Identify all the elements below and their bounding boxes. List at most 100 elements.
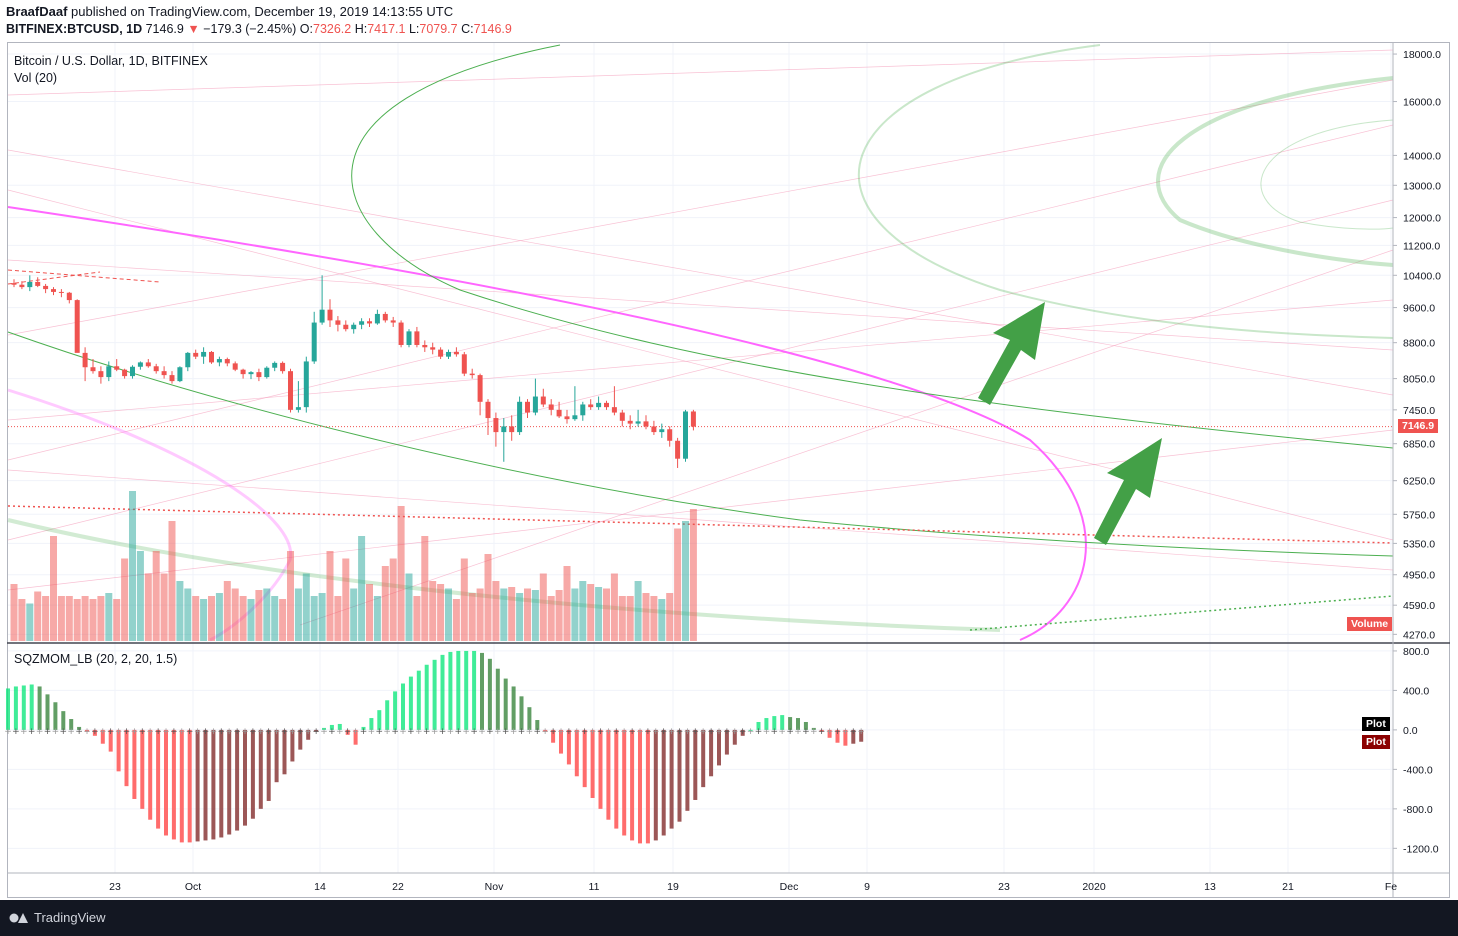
candle-body [35,281,41,286]
candle-body [485,401,491,419]
price-tick-label: 8050.0 [1403,374,1435,386]
fib-ellipse-green-thick [1156,76,1394,267]
sqz-dot: + [60,727,68,737]
sqzmom-bar [796,718,800,730]
candle-body [564,416,570,420]
candle-body [232,363,238,370]
sqz-dot: + [233,727,241,737]
sqz-dot: + [178,727,186,737]
sqz-dot: + [644,727,652,737]
volume-bar [468,593,476,641]
sqzmom-bar [717,729,721,766]
sqzmom-bar [527,707,532,730]
close-value: 7146.9 [473,22,512,36]
volume-bar [18,599,26,641]
chart-title[interactable]: Bitcoin / U.S. Dollar, 1D, BITFINEX [14,54,208,68]
sqzmom-bar [464,650,469,730]
sqz-dot: + [526,727,534,737]
candle-body [651,426,657,433]
vol-legend[interactable]: Vol (20) [14,71,58,85]
candle-body [422,344,428,348]
candle-body [611,407,617,413]
volume-bar [658,599,666,641]
volume-bar [405,573,413,641]
symbol-label[interactable]: BITFINEX:BTCUSD, 1D [6,22,143,36]
price-tick-label: 4270.0 [1403,629,1435,641]
volume-bar [547,596,555,641]
sqz-dot: + [620,727,628,737]
sqz-dot: + [281,727,289,737]
sqz-dot: + [470,727,478,737]
sqzmom-bar [203,729,208,841]
volume-bar [184,588,192,641]
candles [11,275,696,468]
sqzmom-bar [274,729,279,783]
sqzmom-bar [345,729,350,735]
volume-bar [34,591,42,641]
volume-bar [176,581,184,641]
sqz-dot: + [510,727,518,737]
volume-bar [366,584,373,641]
time-tick-label: 23 [998,881,1010,893]
candle-body [540,396,546,405]
sqzmom-bar [290,729,295,762]
sqz-dot: + [439,727,447,737]
candle-body [280,362,286,372]
sqzmom-bar [140,729,145,809]
candle-body [43,285,49,290]
volume-tag: Volume [1347,617,1393,631]
volume-bar [508,587,516,641]
time-tick-label: 13 [1204,881,1216,893]
fib-trend-line [7,299,1394,421]
volume-bar [524,588,531,641]
footer-brand[interactable]: TradingView [34,910,106,925]
candle-body [58,291,64,293]
osc-tick-label: 800.0 [1403,646,1429,658]
sqz-dot: + [36,727,44,737]
sqzmom-bar [614,729,619,829]
volume-bar [460,558,468,641]
publisher-name[interactable]: BraafDaaf [6,4,68,19]
sqzmom-bar [164,729,168,836]
volume-bar [476,588,484,641]
volume-bar [208,596,215,641]
sqzmom-bar [535,720,540,730]
sqz-dot: + [534,727,542,737]
sqz-dot: + [692,727,700,737]
sqz-dot: + [478,727,486,737]
sqzmom-bar [638,729,642,844]
sqzmom-bar [100,729,105,744]
sqz-dot: + [194,727,202,737]
sqz-dot: + [139,727,147,737]
sqzmom-bar [487,658,492,730]
volume-bar [437,584,445,641]
sqzmom-legend[interactable]: SQZMOM_LB (20, 2, 20, 1.5) [14,652,178,666]
candle-body [224,359,230,364]
fib-trend-line [7,189,1394,541]
volume-bar [255,590,263,641]
current-price-tag: 7146.9 [1398,419,1439,433]
chart-canvas[interactable]: + + + + + + + + + + + + + + + + + + + + + + + + + + + + + + + + + + + + + + + +… [0,0,1458,900]
arrow-annotations [978,302,1162,545]
sqzmom-bar [661,729,666,836]
fib-ellipse-green-inner [1260,119,1394,230]
volume-bar [223,581,231,641]
sqz-dot: + [352,727,360,737]
sqzmom-bar [235,729,240,831]
sqz-dot: + [842,727,850,737]
sqz-dot: + [202,727,210,737]
sqzmom-bar [69,719,74,730]
plot-tag-black: Plot [1362,717,1390,731]
sqz-dot: + [747,727,755,737]
sqz-dot: + [91,727,99,737]
sqzmom-bar [408,676,413,730]
dashed-trend-red [7,269,161,283]
osc-tick-label: 400.0 [1403,685,1429,697]
footer-bar: TradingView [0,900,1458,936]
sqz-dot: + [605,727,613,737]
volume-bar [81,596,89,641]
volume-bar [626,596,634,641]
volume-bar [26,603,34,641]
sqz-dot: + [170,727,178,737]
volume-bar [310,596,318,641]
